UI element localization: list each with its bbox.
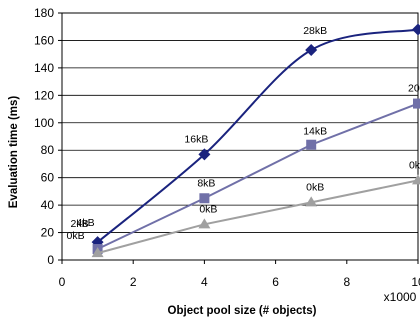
data-label: 28kB: [303, 25, 327, 37]
x-tick-label: 8: [343, 275, 350, 289]
tick-labels: 0 20 40 60 80 100 120 140 160 180 0 2 4 6 8 10: [34, 6, 420, 289]
series-line-3: [97, 179, 419, 255]
x-axis-title: Object pool size (# objects): [168, 305, 317, 317]
data-label: 8kB: [197, 177, 215, 189]
data-label: 2kB: [71, 218, 89, 230]
y-tick-label: 120: [34, 88, 54, 102]
y-tick-label: 40: [41, 198, 55, 212]
data-label: 14kB: [303, 126, 327, 138]
data-point: [198, 148, 211, 161]
series-layer: [91, 23, 420, 258]
y-tick-label: 160: [34, 33, 54, 47]
data-point: [412, 23, 420, 36]
data-point: [413, 98, 420, 109]
x-tick-label: 6: [272, 275, 279, 289]
y-axis-title: Evaluation time (ms): [8, 96, 20, 209]
data-label: 0kB: [409, 159, 420, 171]
x-scale-note: x1000: [384, 290, 417, 304]
series-line-1: [96, 28, 419, 243]
data-label: 4kB: [77, 217, 95, 229]
data-label: 0kB: [67, 230, 85, 242]
y-tick-label: 100: [34, 116, 54, 130]
y-tick-label: 60: [41, 171, 55, 185]
x-tick-label: 2: [130, 275, 137, 289]
series-line-2: [97, 102, 419, 250]
y-tick-label: 140: [34, 61, 54, 75]
data-label: 0kB: [306, 181, 324, 193]
y-tick-label: 180: [34, 6, 54, 20]
data-labels: 4kB16kB28kB40kB2kB8kB14kB20kB0kB0kB0kB0k…: [67, 25, 420, 242]
gridlines: [62, 12, 418, 233]
data-point: [198, 218, 211, 229]
data-point: [305, 196, 318, 207]
y-tick-label: 0: [47, 253, 54, 267]
data-point: [91, 247, 104, 258]
x-tick-label: 0: [59, 275, 66, 289]
data-point: [305, 44, 318, 57]
x-tick-label: 10: [411, 275, 420, 289]
y-tick-label: 80: [41, 143, 55, 157]
plot-area-border: [61, 12, 419, 261]
data-point: [199, 193, 210, 204]
y-tick-label: 20: [41, 226, 55, 240]
axes: [58, 12, 419, 264]
data-point: [306, 139, 317, 150]
data-point: [412, 174, 420, 185]
data-label: 16kB: [184, 133, 208, 145]
x-tick-label: 4: [201, 275, 208, 289]
data-label: 20kB: [408, 83, 420, 95]
data-label: 0kB: [199, 203, 217, 215]
